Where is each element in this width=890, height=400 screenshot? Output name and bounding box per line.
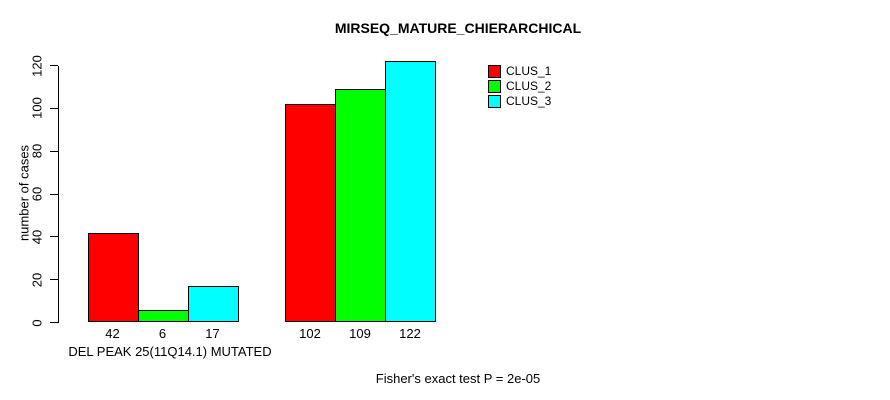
y-axis-tick [50,150,58,152]
y-axis-tick [50,193,58,195]
y-axis-line [58,65,59,323]
legend-swatch-clus_3 [488,95,501,108]
bar-value-label: 17 [205,326,220,341]
y-axis-tick [50,236,58,238]
x-axis-group-label: DEL PEAK 25(11Q14.1) MUTATED [68,344,272,359]
y-axis-tick [50,322,58,323]
legend-label-clus_2: CLUS_2 [506,79,552,93]
bar-value-label: 122 [399,326,421,341]
bar-clus_2-group1 [137,309,189,323]
y-axis-tick-label: 120 [29,54,45,77]
bar-value-label: 109 [349,326,371,341]
y-axis-tick [50,107,58,109]
y-axis-tick-label: 100 [29,97,45,120]
bar-value-label: 102 [299,326,321,341]
legend-label-clus_1: CLUS_1 [506,64,552,78]
y-axis-tick-label: 0 [29,318,45,327]
legend-swatch-clus_2 [488,80,501,93]
bar-value-label: 6 [158,326,167,341]
bar-clus_2-group2 [335,89,386,323]
chart-title: MIRSEQ_MATURE_CHIERARCHICAL [334,20,582,36]
y-axis-tick-label: 80 [29,143,45,159]
y-axis-tick [50,65,58,66]
bar-clus_3-group1 [187,286,239,323]
bar-value-label: 42 [105,326,120,341]
bar-clus_3-group2 [385,61,436,323]
legend-swatch-clus_1 [488,65,501,78]
y-axis-tick-label: 40 [29,229,45,245]
bar-clus_1-group2 [285,104,336,323]
footnote-pvalue: Fisher's exact test P = 2e-05 [375,371,541,386]
legend-label-clus_3: CLUS_3 [506,94,552,108]
y-axis-tick-label: 20 [29,272,45,287]
y-axis-tick [50,279,58,281]
y-axis-tick-label: 60 [29,186,45,202]
bar-clus_1-group1 [87,232,139,323]
